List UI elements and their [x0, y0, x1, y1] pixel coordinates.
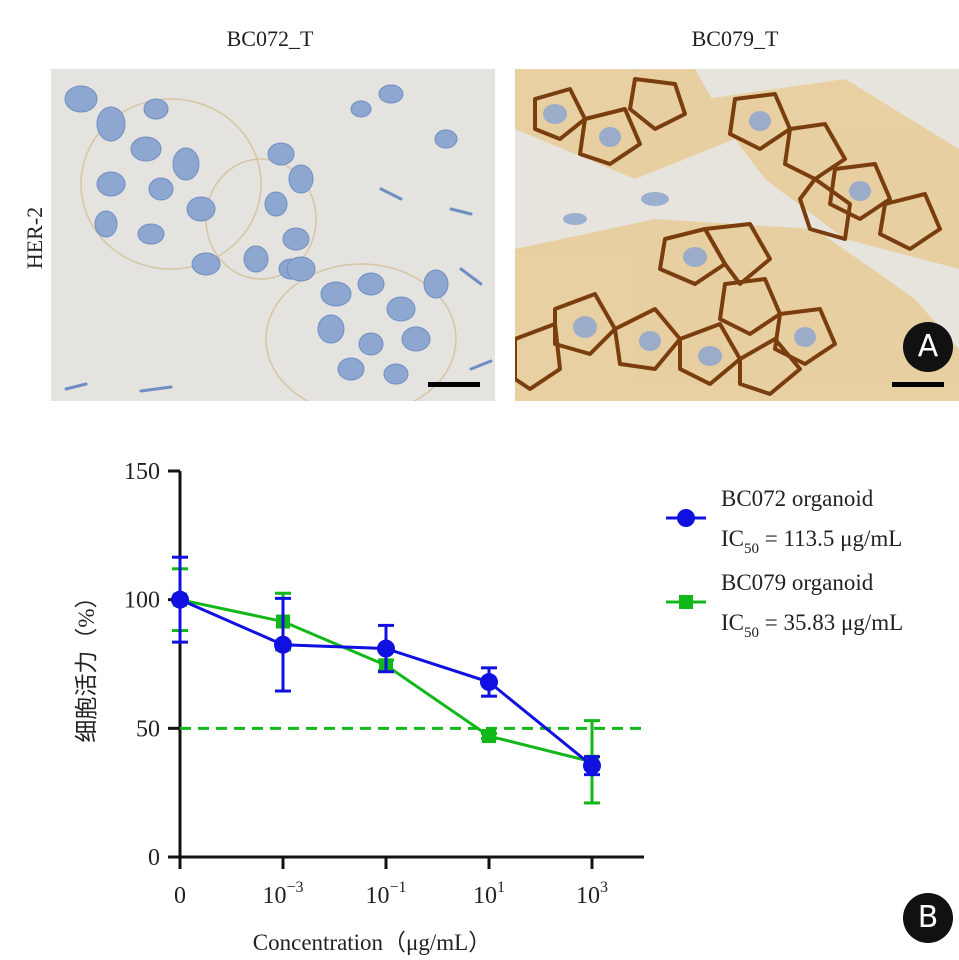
panel-badge-b: B: [903, 893, 953, 943]
data-point: [583, 756, 601, 775]
x-tick-label: 0: [174, 883, 186, 909]
micrograph-bc072: [51, 69, 495, 401]
dose-response-chart: 0 50 100 150 0 10−3 10−1 101 103 Concentration（μg…: [74, 459, 903, 955]
micrograph-bc079: [515, 69, 959, 401]
x-axis-title: Concentration（μg/mL）: [253, 930, 491, 955]
y-tick-label: 150: [124, 459, 160, 485]
data-point: [480, 673, 498, 692]
scale-bar-left: [428, 382, 480, 387]
x-tick-label: 101: [473, 879, 505, 909]
legend-marker: [677, 509, 695, 527]
x-tick-label: 10−3: [262, 879, 303, 909]
chart-axes: 0 50 100 150 0 10−3 10−1 101 103 Concentration（μg…: [74, 459, 644, 955]
chart-legend: BC072 organoid IC50 = 113.5 μg/mL BC079 or…: [666, 486, 903, 641]
legend-marker: [679, 595, 693, 609]
legend-entry-bc079: BC079 organoid IC50 = 35.83 μg/mL: [666, 570, 903, 641]
data-point: [377, 639, 395, 658]
scale-bar-right: [892, 382, 944, 387]
data-point: [482, 729, 496, 744]
series-bc072: [171, 555, 601, 777]
series-bc079: [172, 567, 600, 805]
legend-entry-bc072: BC072 organoid IC50 = 113.5 μg/mL: [666, 486, 902, 557]
data-point: [274, 635, 292, 654]
y-tick-label: 0: [148, 845, 160, 871]
series-layer: [171, 555, 601, 805]
x-tick-label: 10−1: [365, 879, 406, 909]
y-axis-title: 细胞活力（%）: [74, 585, 99, 742]
legend-series-name: BC072 organoid: [721, 486, 874, 511]
x-tick-label: 103: [576, 879, 608, 909]
y-tick-label: 100: [124, 588, 160, 614]
row-label-her2: HER-2: [22, 206, 47, 270]
legend-ic50: IC50 = 113.5 μg/mL: [721, 526, 902, 557]
legend-series-name: BC079 organoid: [721, 570, 874, 595]
y-tick-label: 50: [136, 716, 160, 742]
legend-ic50: IC50 = 35.83 μg/mL: [721, 610, 903, 641]
data-point: [171, 590, 189, 609]
panel-badge-a: A: [903, 322, 953, 372]
column-title-bc079: BC079_T: [691, 26, 779, 51]
column-title-bc072: BC072_T: [226, 26, 314, 51]
